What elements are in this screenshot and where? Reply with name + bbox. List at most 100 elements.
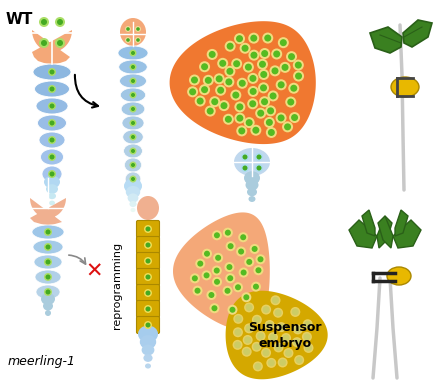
Ellipse shape [225, 230, 231, 236]
Ellipse shape [46, 275, 50, 280]
Ellipse shape [241, 153, 249, 161]
Ellipse shape [135, 37, 141, 43]
Ellipse shape [34, 255, 62, 269]
Ellipse shape [227, 275, 233, 281]
Ellipse shape [45, 310, 51, 316]
Ellipse shape [205, 106, 216, 116]
FancyBboxPatch shape [137, 236, 160, 254]
Ellipse shape [246, 119, 253, 126]
Ellipse shape [274, 342, 283, 352]
Ellipse shape [285, 350, 292, 357]
Ellipse shape [257, 59, 268, 70]
Ellipse shape [126, 186, 140, 198]
Ellipse shape [144, 289, 152, 297]
Ellipse shape [271, 49, 282, 59]
Ellipse shape [210, 303, 219, 313]
Ellipse shape [199, 84, 210, 95]
Ellipse shape [241, 164, 249, 172]
Ellipse shape [253, 343, 260, 350]
Ellipse shape [48, 68, 56, 76]
Ellipse shape [225, 262, 234, 272]
Ellipse shape [135, 26, 141, 32]
FancyBboxPatch shape [137, 252, 160, 270]
Ellipse shape [234, 329, 241, 336]
Ellipse shape [258, 82, 269, 93]
Ellipse shape [267, 107, 274, 115]
Ellipse shape [282, 64, 289, 71]
Ellipse shape [233, 60, 240, 67]
Ellipse shape [249, 75, 256, 82]
Ellipse shape [251, 282, 261, 291]
Ellipse shape [50, 103, 54, 108]
Ellipse shape [209, 51, 216, 58]
Ellipse shape [145, 275, 150, 280]
Ellipse shape [246, 325, 253, 332]
Ellipse shape [243, 154, 248, 159]
Ellipse shape [302, 332, 312, 342]
Ellipse shape [234, 341, 241, 349]
Ellipse shape [48, 136, 56, 144]
Ellipse shape [304, 343, 313, 353]
Ellipse shape [293, 60, 304, 70]
Ellipse shape [50, 137, 54, 142]
Ellipse shape [222, 286, 232, 296]
Ellipse shape [122, 116, 144, 130]
Ellipse shape [46, 184, 58, 194]
Ellipse shape [246, 304, 253, 311]
Ellipse shape [244, 257, 254, 267]
Ellipse shape [221, 102, 228, 109]
Ellipse shape [282, 121, 293, 133]
Ellipse shape [290, 307, 300, 317]
Ellipse shape [130, 105, 137, 113]
Ellipse shape [131, 79, 135, 83]
Ellipse shape [225, 66, 236, 77]
Ellipse shape [285, 97, 296, 108]
Ellipse shape [217, 58, 228, 69]
Ellipse shape [145, 322, 150, 327]
Ellipse shape [246, 259, 252, 265]
Ellipse shape [218, 100, 229, 111]
Ellipse shape [145, 363, 151, 368]
Ellipse shape [33, 240, 63, 254]
Ellipse shape [192, 275, 198, 282]
Ellipse shape [187, 86, 198, 97]
Ellipse shape [236, 247, 246, 257]
Ellipse shape [260, 84, 267, 91]
Ellipse shape [236, 103, 244, 110]
Ellipse shape [225, 288, 231, 294]
Ellipse shape [194, 288, 201, 294]
Ellipse shape [35, 270, 61, 284]
Ellipse shape [43, 301, 53, 311]
Ellipse shape [293, 339, 301, 346]
Ellipse shape [130, 162, 137, 169]
Ellipse shape [197, 260, 203, 267]
Ellipse shape [125, 172, 141, 186]
Ellipse shape [119, 60, 147, 74]
Ellipse shape [202, 270, 212, 280]
Ellipse shape [42, 166, 62, 182]
Ellipse shape [291, 114, 298, 121]
Ellipse shape [206, 290, 217, 300]
Ellipse shape [41, 293, 55, 305]
Ellipse shape [250, 125, 261, 136]
Ellipse shape [387, 267, 411, 285]
FancyBboxPatch shape [137, 221, 160, 237]
Ellipse shape [228, 243, 234, 249]
Ellipse shape [227, 43, 234, 50]
Ellipse shape [289, 112, 300, 123]
Ellipse shape [250, 88, 257, 95]
Ellipse shape [240, 43, 251, 54]
Ellipse shape [33, 64, 71, 80]
Ellipse shape [41, 149, 64, 165]
Ellipse shape [201, 86, 208, 93]
Text: reprogramming: reprogramming [112, 241, 122, 329]
Ellipse shape [124, 144, 142, 158]
Ellipse shape [237, 78, 248, 89]
Ellipse shape [279, 359, 286, 366]
Ellipse shape [248, 86, 259, 97]
Ellipse shape [44, 243, 52, 251]
Ellipse shape [303, 319, 312, 329]
Ellipse shape [253, 284, 259, 290]
Ellipse shape [225, 273, 235, 283]
Ellipse shape [120, 18, 146, 46]
